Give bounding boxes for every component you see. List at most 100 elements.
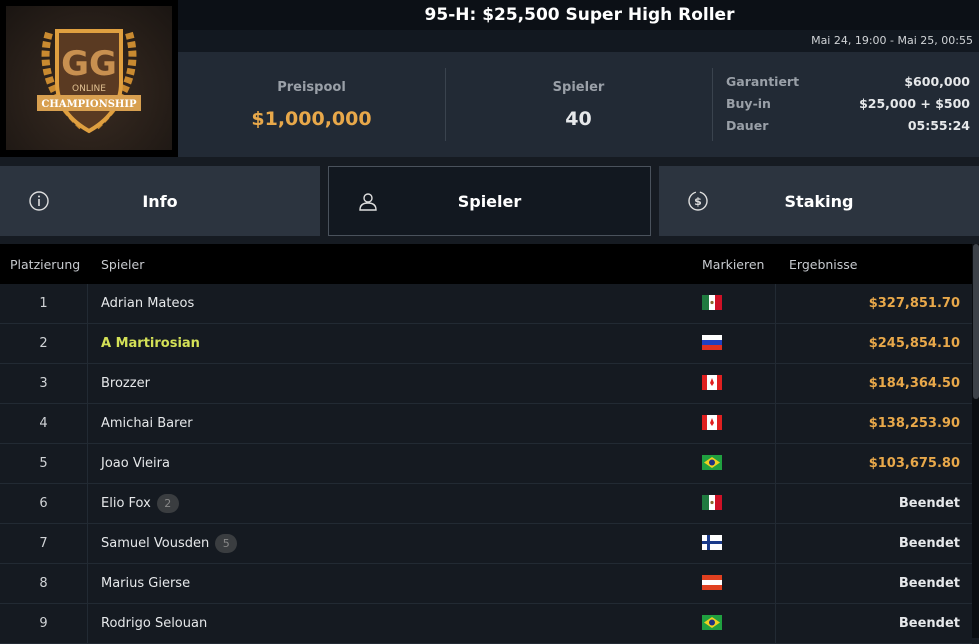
player-name[interactable]: Brozzer — [101, 376, 150, 391]
detail-label: Dauer — [726, 118, 769, 133]
brazil-flag-icon — [702, 615, 722, 630]
table-row[interactable]: 1 Adrian Mateos $327,851.70 — [0, 284, 972, 324]
prizepool-stat: Preispool $1,000,000 — [178, 52, 445, 157]
result-cell: Beendet — [898, 576, 960, 591]
flag-cell — [690, 404, 776, 444]
player-cell: Joao Vieira — [88, 444, 690, 484]
player-cell: Rodrigo Selouan — [88, 604, 690, 644]
player-cell: Elio Fox 2 — [88, 484, 690, 524]
brazil-flag-icon — [702, 455, 722, 470]
prizepool-label: Preispool — [277, 80, 346, 95]
player-name[interactable]: Samuel Vousden — [101, 536, 210, 551]
place-cell: 8 — [0, 564, 88, 604]
player-name[interactable]: Marius Gierse — [101, 576, 191, 591]
player-name[interactable]: Elio Fox — [101, 496, 151, 511]
scrollbar-thumb[interactable] — [973, 244, 979, 399]
place-cell: 4 — [0, 404, 88, 444]
detail-value: 05:55:24 — [907, 118, 970, 133]
info-icon — [29, 191, 49, 211]
scrollbar[interactable] — [972, 244, 979, 638]
dollar-coin-icon: $ — [688, 191, 708, 211]
flag-cell — [690, 284, 776, 324]
player-cell: Amichai Barer — [88, 404, 690, 444]
player-name[interactable]: Rodrigo Selouan — [101, 616, 208, 631]
player-cell: Marius Gierse — [88, 564, 690, 604]
players-stat: Spieler 40 — [445, 52, 712, 157]
detail-label: Buy-in — [726, 96, 771, 111]
header-flag[interactable]: Markieren — [702, 257, 765, 272]
table-row[interactable]: 2 A Martirosian $245,854.10 — [0, 324, 972, 364]
detail-value: $600,000 — [904, 74, 970, 89]
tab-label: Spieler — [457, 191, 522, 211]
flag-cell — [690, 564, 776, 604]
header-place[interactable]: Platzierung — [10, 257, 81, 272]
flag-cell — [690, 604, 776, 644]
result-cell: Beendet — [898, 496, 960, 511]
table-row[interactable]: 9 Rodrigo Selouan Beendet — [0, 604, 972, 644]
result-cell: $184,364.50 — [868, 376, 960, 391]
player-cell: Adrian Mateos — [88, 284, 690, 324]
svg-text:CHAMPIONSHIP: CHAMPIONSHIP — [41, 99, 137, 110]
table-row[interactable]: 3 Brozzer $184,364.50 — [0, 364, 972, 404]
championship-crest-icon: GG ONLINE CHAMPIONSHIP — [37, 29, 141, 134]
user-icon — [359, 193, 377, 211]
place-cell: 9 — [0, 604, 88, 644]
result-cell: $245,854.10 — [868, 336, 960, 351]
tournament-logo: GG ONLINE CHAMPIONSHIP — [0, 0, 178, 157]
tab-staking[interactable]: $ Staking — [659, 166, 979, 236]
place-cell: 5 — [0, 444, 88, 484]
divider — [445, 68, 446, 141]
header-results[interactable]: Ergebnisse — [789, 257, 858, 272]
table-row[interactable]: 4 Amichai Barer $138,253.90 — [0, 404, 972, 444]
mexico-flag-icon — [702, 295, 722, 310]
player-cell: Samuel Vousden 5 — [88, 524, 690, 564]
player-name[interactable]: A Martirosian — [101, 336, 200, 351]
table-row[interactable]: 5 Joao Vieira $103,675.80 — [0, 444, 972, 484]
tab-players[interactable]: Spieler — [328, 166, 651, 236]
table-header: Platzierung Spieler Markieren Ergebnisse — [0, 244, 972, 284]
detail-value: $25,000 + $500 — [859, 96, 970, 111]
date-range: Mai 24, 19:00 - Mai 25, 00:55 — [178, 30, 979, 52]
table-row[interactable]: 7 Samuel Vousden 5 Beendet — [0, 524, 972, 564]
tab-label: Staking — [784, 191, 854, 211]
flag-cell — [690, 364, 776, 404]
place-cell: 1 — [0, 284, 88, 324]
detail-buyin: Buy-in $25,000 + $500 — [726, 96, 970, 118]
tab-info[interactable]: Info — [0, 166, 320, 236]
flag-cell — [690, 444, 776, 484]
tab-label: Info — [142, 191, 178, 211]
detail-duration: Dauer 05:55:24 — [726, 118, 970, 140]
place-cell: 7 — [0, 524, 88, 564]
detail-label: Garantiert — [726, 74, 800, 89]
result-cell: Beendet — [898, 616, 960, 631]
svg-text:ONLINE: ONLINE — [72, 84, 106, 94]
count-badge: 5 — [215, 534, 238, 553]
table-row[interactable]: 6 Elio Fox 2 Beendet — [0, 484, 972, 524]
place-cell: 3 — [0, 364, 88, 404]
player-name[interactable]: Amichai Barer — [101, 416, 193, 431]
player-name[interactable]: Adrian Mateos — [101, 296, 195, 311]
players-label: Spieler — [552, 80, 605, 95]
russia-flag-icon — [702, 335, 722, 350]
svg-text:$: $ — [694, 195, 702, 208]
finland-flag-icon — [702, 535, 722, 550]
canada-flag-icon — [702, 375, 722, 390]
place-cell: 2 — [0, 324, 88, 364]
results-table: 1 Adrian Mateos $327,851.70 2 A Martirosi… — [0, 284, 972, 644]
tournament-stats: Preispool $1,000,000 Spieler 40 Garantie… — [178, 52, 979, 157]
result-cell: $103,675.80 — [868, 456, 960, 471]
player-name[interactable]: Joao Vieira — [101, 456, 170, 471]
prizepool-value: $1,000,000 — [251, 108, 372, 130]
result-cell: Beendet — [898, 536, 960, 551]
divider — [712, 68, 713, 141]
detail-guaranteed: Garantiert $600,000 — [726, 74, 970, 96]
table-row[interactable]: 8 Marius Gierse Beendet — [0, 564, 972, 604]
flag-cell — [690, 524, 776, 564]
flag-cell — [690, 484, 776, 524]
austria-flag-icon — [702, 575, 722, 590]
result-cell: $327,851.70 — [868, 296, 960, 311]
count-badge: 2 — [156, 494, 179, 513]
players-value: 40 — [565, 108, 592, 130]
tournament-details: Garantiert $600,000 Buy-in $25,000 + $500 … — [726, 74, 970, 140]
header-player[interactable]: Spieler — [101, 257, 145, 272]
